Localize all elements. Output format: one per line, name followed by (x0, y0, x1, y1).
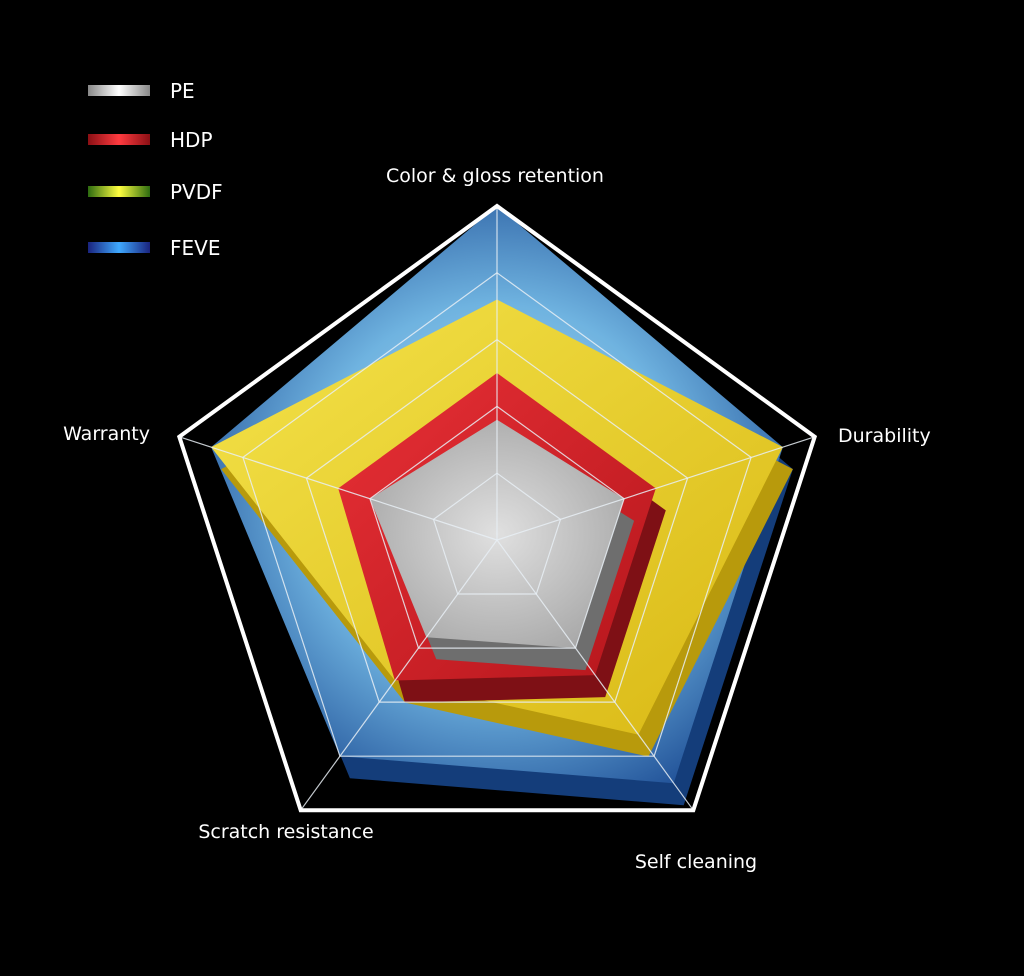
legend-swatch-feve (88, 242, 150, 253)
legend-label-pe: PE (170, 79, 195, 103)
grid-ring-2 (369, 405, 625, 649)
legend-label-feve: FEVE (170, 236, 220, 260)
radar-grid (179, 206, 815, 811)
grid-spoke-2 (496, 436, 815, 541)
radar-outer-frame (176, 203, 818, 813)
axis-label-3: Self cleaning (635, 851, 757, 873)
axis-labels: Color & gloss retention Durability Self cl… (63, 165, 931, 873)
grid-spoke-5 (179, 436, 498, 541)
axis-label-2: Durability (838, 425, 931, 447)
legend-swatch-pvdf (88, 186, 150, 197)
grid-spoke-4 (300, 539, 498, 811)
axis-label-1: Color & gloss retention (386, 165, 604, 187)
legend: PE HDP PVDF FEVE (88, 79, 223, 260)
series-layer (211, 206, 793, 806)
axis-label-4: Scratch resistance (198, 821, 373, 843)
grid-ring-4 (242, 272, 752, 757)
legend-swatch-pe (88, 85, 150, 96)
legend-swatch-hdp (88, 134, 150, 145)
axis-label-5: Warranty (63, 423, 150, 445)
grid-spoke-3 (496, 539, 694, 811)
grid-ring-3 (305, 338, 689, 703)
grid-ring-1 (432, 472, 562, 595)
legend-label-hdp: HDP (170, 128, 213, 152)
legend-label-pvdf: PVDF (170, 180, 223, 204)
